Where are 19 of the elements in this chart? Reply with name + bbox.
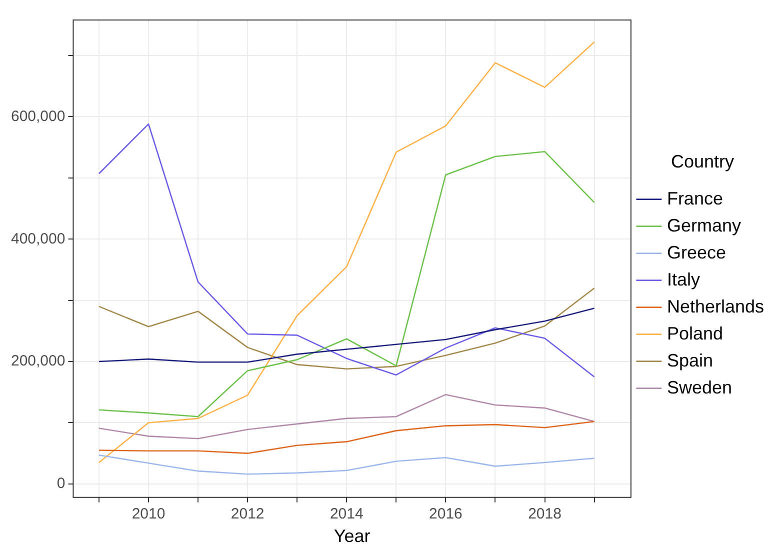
y-tick-label: 600,000	[10, 108, 66, 125]
x-tick-label: 2010	[132, 506, 166, 523]
legend-label: France	[666, 188, 723, 208]
x-axis-title: Year	[334, 526, 370, 546]
legend-label: Italy	[666, 269, 700, 290]
x-tick-label: 2018	[528, 506, 562, 523]
x-tick-label: 2016	[429, 506, 462, 523]
legend-label: Netherlands	[666, 296, 764, 316]
legend-label: Greece	[666, 242, 726, 262]
legend-label: Sweden	[666, 377, 732, 398]
legend-label: Spain	[666, 350, 713, 370]
y-tick-label: 400,000	[10, 230, 66, 248]
legend-label: Germany	[666, 215, 741, 236]
x-tick-label: 2012	[230, 506, 264, 523]
legend-label: Poland	[666, 323, 724, 344]
y-tick-label: 200,000	[10, 352, 66, 370]
x-tick-label: 2014	[330, 506, 364, 523]
y-tick-label: 0	[56, 475, 66, 492]
legend-title: Country	[670, 152, 734, 172]
